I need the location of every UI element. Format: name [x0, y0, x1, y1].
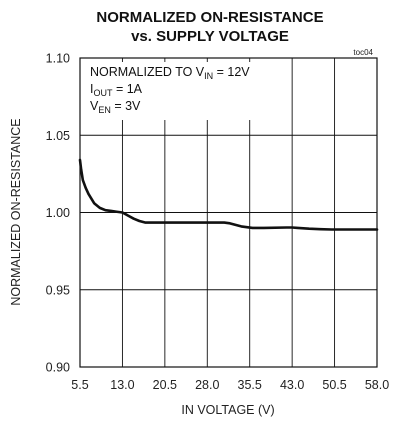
y-tick-labels: 0.90 0.95 1.00 1.05 1.10 — [46, 52, 70, 375]
series-line — [78, 158, 379, 231]
annotation-line-3: VEN = 3V — [90, 99, 141, 115]
annotation-line-2-main: I — [90, 82, 93, 96]
annotation-line-2-sub: OUT — [93, 88, 113, 98]
y-tick-label: 1.05 — [46, 129, 70, 143]
annotation-line-3-tail: = 3V — [111, 99, 141, 113]
figure-tag: toc04 — [353, 48, 373, 57]
y-tick-label: 1.10 — [46, 52, 70, 66]
x-tick-label: 28.0 — [195, 378, 219, 392]
x-tick-label: 43.0 — [280, 378, 304, 392]
annotation-background — [86, 62, 252, 120]
y-tick-label: 0.95 — [46, 283, 70, 297]
x-tick-label: 13.0 — [110, 378, 134, 392]
x-tick-label: 35.5 — [238, 378, 262, 392]
chart-title-line-2: vs. SUPPLY VOLTAGE — [131, 28, 289, 45]
x-tick-labels: 5.5 13.0 20.5 28.0 35.5 43.0 50.5 58.0 — [71, 378, 389, 392]
chart-title-line-1: NORMALIZED ON-RESISTANCE — [96, 9, 323, 26]
annotation-line-1-sub: IN — [204, 71, 213, 81]
y-tick-label: 1.00 — [46, 206, 70, 220]
annotation-line-3-sub: EN — [98, 105, 111, 115]
annotation-line-1-tail: = 12V — [213, 65, 250, 79]
annotation-line-2: IOUT = 1A — [90, 82, 143, 98]
annotation-line-2-tail: = 1A — [112, 82, 142, 96]
annotation-line-1-main: NORMALIZED TO V — [90, 65, 205, 79]
annotation-box: NORMALIZED TO VIN = 12V IOUT = 1A VEN = … — [86, 62, 252, 120]
annotation-line-3-main: V — [90, 99, 99, 113]
x-axis-label: IN VOLTAGE (V) — [181, 403, 274, 417]
x-tick-label: 20.5 — [153, 378, 177, 392]
y-axis-label: NORMALIZED ON-RESISTANCE — [9, 118, 23, 305]
x-tick-label: 50.5 — [322, 378, 346, 392]
annotation-line-1: NORMALIZED TO VIN = 12V — [90, 65, 250, 81]
y-tick-label: 0.90 — [46, 361, 70, 375]
x-tick-label: 58.0 — [365, 378, 389, 392]
x-tick-label: 5.5 — [71, 378, 88, 392]
